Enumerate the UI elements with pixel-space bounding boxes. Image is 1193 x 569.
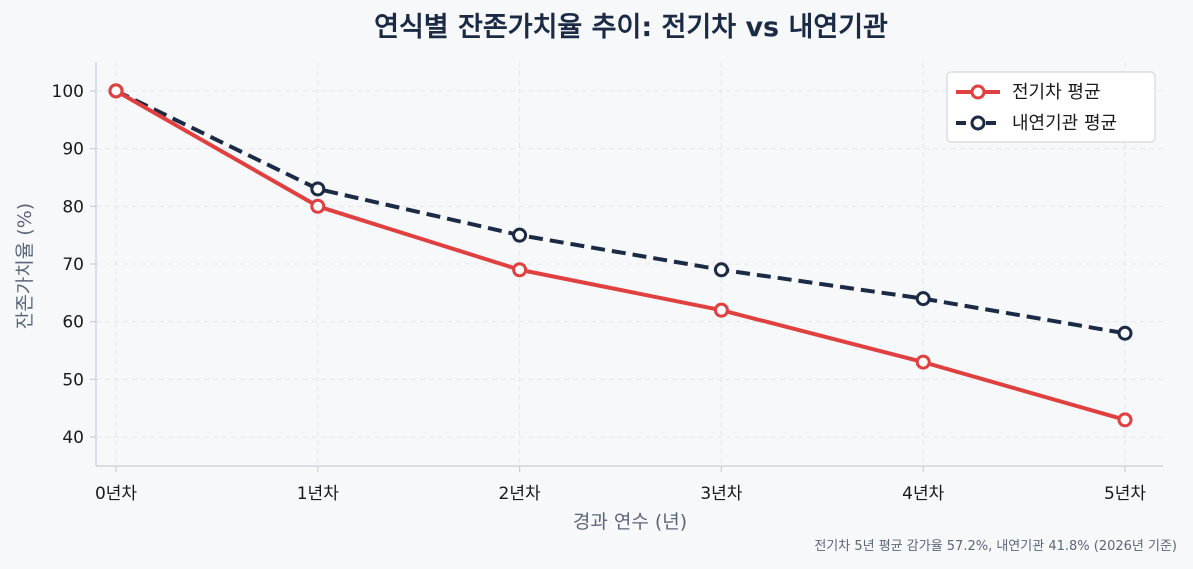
legend-marker <box>970 115 986 131</box>
data-point <box>310 181 326 197</box>
x-tick-label: 3년차 <box>700 484 742 504</box>
x-tick-label: 4년차 <box>902 484 944 504</box>
chart-title: 연식별 잔존가치율 추이: 전기차 vs 내연기관 <box>374 12 888 43</box>
y-tick-label: 90 <box>62 140 84 160</box>
data-point <box>915 291 931 307</box>
x-axis-label: 경과 연수 (년) <box>573 511 687 533</box>
data-point <box>713 262 729 278</box>
series-1 <box>108 83 1133 428</box>
y-tick-label: 50 <box>62 370 84 390</box>
x-tick-label: 2년차 <box>499 484 541 504</box>
x-tick-label: 0년차 <box>95 484 137 504</box>
data-point <box>310 198 326 214</box>
data-point <box>1117 325 1133 341</box>
y-tick-label: 80 <box>62 197 84 217</box>
y-tick-label: 60 <box>62 313 84 333</box>
data-point <box>915 354 931 370</box>
x-tick-labels: 0년차 1년차 2년차 3년차 4년차 5년차 <box>95 466 1146 504</box>
legend-label: 내연기관 평균 <box>1012 113 1117 134</box>
data-point <box>512 262 528 278</box>
legend-box <box>946 71 1156 143</box>
y-tick-label: 100 <box>52 82 84 102</box>
y-axis-label: 잔존가치율 (%) <box>14 203 36 329</box>
legend-label: 전기차 평균 <box>1012 82 1101 103</box>
x-tick-label: 5년차 <box>1104 484 1146 504</box>
series-line <box>115 89 1126 422</box>
series-line <box>115 89 1126 336</box>
data-point <box>1117 412 1133 428</box>
grid-lines <box>96 62 1163 466</box>
x-tick-label: 1년차 <box>297 484 339 504</box>
series-layer <box>108 83 1133 428</box>
data-point <box>108 83 124 99</box>
legend-marker <box>970 84 986 100</box>
footnote: 전기차 5년 평균 감가율 57.2%, 내연기관 41.8% (2026년 기… <box>814 539 1177 554</box>
y-tick-labels: 40 50 60 70 80 90 100 <box>52 82 96 448</box>
y-tick-label: 40 <box>62 428 84 448</box>
y-tick-label: 70 <box>62 255 84 275</box>
data-point <box>512 227 528 243</box>
data-point <box>713 302 729 318</box>
